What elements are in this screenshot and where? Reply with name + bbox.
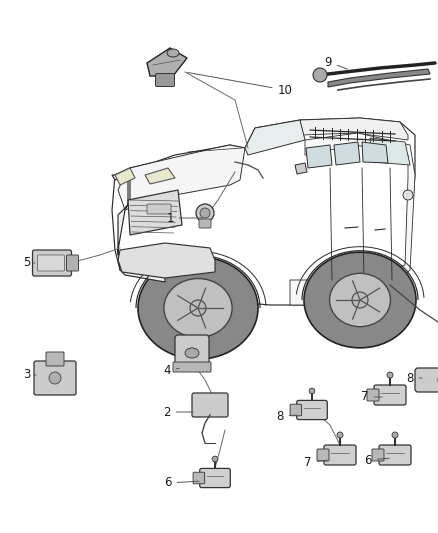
FancyBboxPatch shape (173, 362, 211, 372)
Polygon shape (370, 138, 410, 165)
Polygon shape (334, 142, 360, 165)
FancyBboxPatch shape (379, 445, 411, 465)
FancyBboxPatch shape (192, 393, 228, 417)
Ellipse shape (167, 49, 179, 57)
Polygon shape (245, 120, 305, 155)
Polygon shape (128, 190, 182, 235)
Circle shape (352, 292, 368, 308)
Text: 7: 7 (361, 391, 382, 403)
Polygon shape (300, 118, 408, 140)
Text: 9: 9 (324, 55, 347, 69)
Text: 6: 6 (364, 454, 389, 466)
Circle shape (403, 190, 413, 200)
Circle shape (313, 68, 327, 82)
FancyBboxPatch shape (175, 335, 209, 366)
Polygon shape (306, 145, 332, 168)
Polygon shape (328, 69, 430, 87)
FancyBboxPatch shape (297, 400, 327, 419)
Text: 8: 8 (276, 409, 297, 423)
Polygon shape (115, 168, 135, 185)
Polygon shape (290, 133, 415, 305)
FancyBboxPatch shape (46, 352, 64, 366)
FancyBboxPatch shape (317, 449, 329, 461)
FancyBboxPatch shape (155, 74, 174, 86)
FancyBboxPatch shape (193, 472, 205, 484)
Circle shape (387, 372, 393, 378)
Text: 2: 2 (0, 532, 1, 533)
FancyBboxPatch shape (32, 250, 71, 276)
Circle shape (190, 300, 206, 316)
Polygon shape (112, 168, 165, 282)
Circle shape (309, 388, 315, 394)
FancyBboxPatch shape (367, 389, 379, 401)
Polygon shape (112, 118, 415, 305)
Ellipse shape (164, 279, 232, 337)
FancyBboxPatch shape (372, 449, 384, 461)
Text: 1: 1 (166, 212, 202, 224)
Text: 4: 4 (163, 364, 179, 376)
Text: 10: 10 (188, 72, 293, 96)
Text: 5: 5 (23, 256, 35, 270)
FancyBboxPatch shape (34, 361, 76, 395)
Ellipse shape (304, 252, 416, 348)
Circle shape (212, 456, 218, 462)
Polygon shape (295, 163, 307, 174)
Text: 2: 2 (163, 406, 193, 418)
Polygon shape (147, 48, 187, 76)
Ellipse shape (185, 348, 199, 358)
FancyBboxPatch shape (199, 219, 211, 228)
Circle shape (200, 208, 210, 218)
Polygon shape (362, 142, 388, 163)
Polygon shape (145, 168, 175, 184)
Circle shape (49, 372, 61, 384)
FancyBboxPatch shape (324, 445, 356, 465)
Polygon shape (118, 145, 245, 210)
Polygon shape (118, 243, 215, 278)
Text: 6: 6 (164, 477, 199, 489)
Ellipse shape (138, 257, 258, 359)
FancyBboxPatch shape (290, 404, 302, 416)
Circle shape (337, 432, 343, 438)
FancyBboxPatch shape (200, 469, 230, 488)
Text: 7: 7 (304, 456, 327, 469)
Ellipse shape (329, 273, 390, 327)
Circle shape (196, 204, 214, 222)
FancyBboxPatch shape (415, 368, 438, 392)
FancyBboxPatch shape (147, 204, 171, 214)
FancyBboxPatch shape (38, 255, 64, 271)
Circle shape (392, 432, 398, 438)
Text: 3: 3 (23, 368, 36, 382)
Text: 8: 8 (406, 372, 422, 384)
FancyBboxPatch shape (67, 255, 78, 271)
FancyBboxPatch shape (374, 385, 406, 405)
